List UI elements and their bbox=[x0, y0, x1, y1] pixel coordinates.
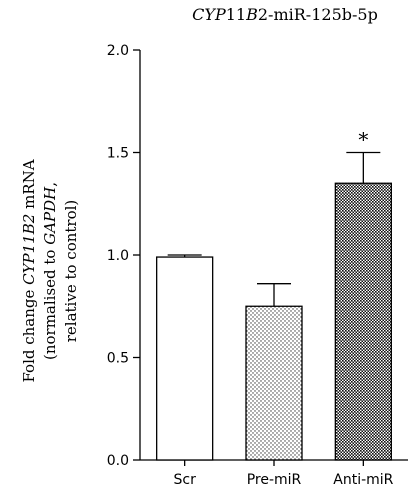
significance-annotation: * bbox=[358, 128, 368, 152]
y-ticks-group: 0.0 0.5 1.0 1.5 2.0 bbox=[107, 43, 140, 469]
y-axis-label: Fold change CYP11B2 mRNA (normalised to … bbox=[20, 159, 80, 382]
bar-pre-mir bbox=[245, 305, 303, 461]
x-tick-label-anti-mir: Anti-miR bbox=[333, 472, 393, 488]
y-axis-label-line-3: relative to control) bbox=[62, 200, 80, 343]
y-axis-label-line-1: Fold change CYP11B2 mRNA bbox=[20, 159, 38, 382]
chart-title: CYP11B2-miR-125b-5p bbox=[192, 5, 378, 24]
bar-anti-mir bbox=[334, 182, 392, 461]
y-axis-label-line-2: (normalised to GAPDH, bbox=[41, 182, 59, 360]
x-categories-group: Scr Pre-miR Anti-miR bbox=[173, 460, 394, 488]
x-tick-label-scr: Scr bbox=[173, 472, 196, 488]
y-tick-label: 2.0 bbox=[107, 43, 129, 59]
bar-scr bbox=[156, 256, 214, 461]
y-tick-label: 0.5 bbox=[107, 351, 129, 367]
x-tick-label-pre-mir: Pre-miR bbox=[247, 472, 302, 488]
annotations-group: * bbox=[358, 128, 368, 152]
y-tick-label: 1.0 bbox=[107, 248, 129, 264]
y-tick-label: 1.5 bbox=[107, 146, 129, 162]
y-tick-label: 0.0 bbox=[107, 453, 129, 469]
bars-group bbox=[156, 151, 392, 461]
